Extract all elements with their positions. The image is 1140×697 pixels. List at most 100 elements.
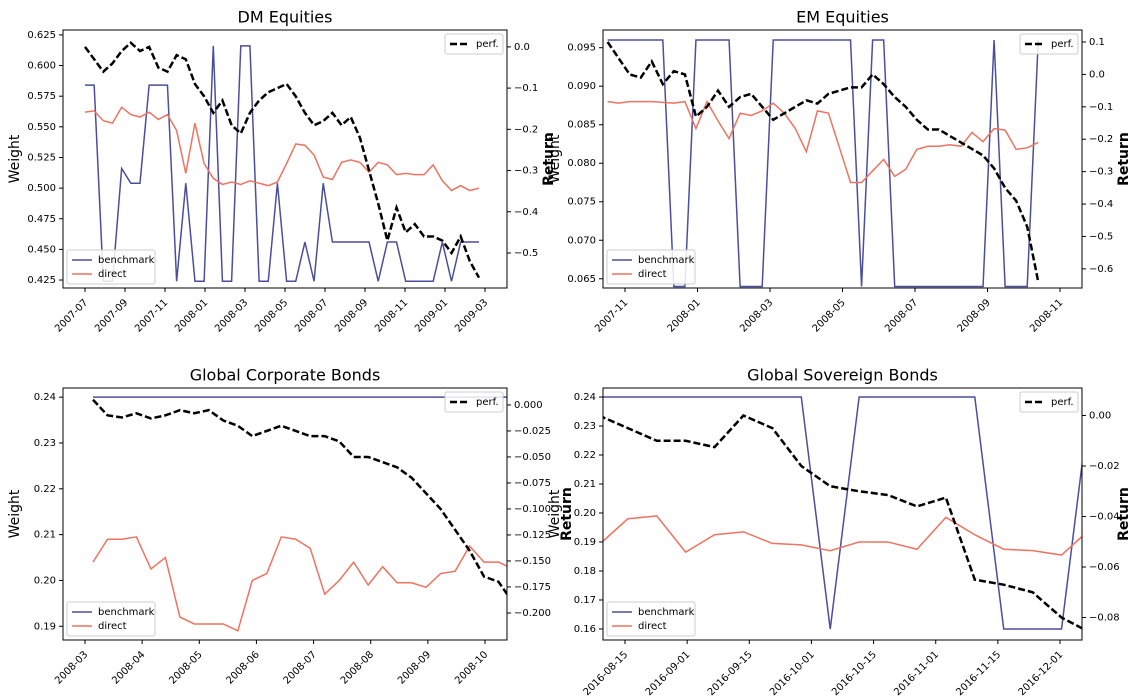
x-tick-label: 2008-11 — [373, 297, 410, 334]
x-tick-label: 2016-11-15 — [954, 649, 1003, 697]
y2-axis-label: Return — [559, 487, 575, 541]
legend-label: benchmark — [638, 607, 695, 618]
y2-tick-label: −0.06 — [1089, 562, 1120, 573]
y2-tick-label: 0.000 — [514, 400, 543, 411]
y-tick-label: 0.24 — [34, 392, 56, 403]
series-line — [607, 99, 1039, 184]
y2-tick-label: −0.150 — [514, 556, 551, 567]
y-tick-label: 0.625 — [27, 30, 56, 41]
y-tick-label: 0.21 — [574, 479, 596, 490]
y-tick-label: 0.22 — [574, 450, 596, 461]
legend-box — [606, 601, 696, 637]
y-tick-label: 0.17 — [574, 595, 596, 606]
y-tick-label: 0.065 — [567, 274, 596, 285]
y2-tick-label: −0.5 — [1089, 231, 1113, 242]
y-tick-label: 0.600 — [27, 61, 56, 72]
x-tick-label: 2016-09-15 — [706, 649, 755, 697]
series-line — [83, 41, 481, 279]
y-tick-label: 0.475 — [27, 214, 56, 225]
x-tick-label: 2008-07 — [883, 297, 920, 334]
legend-label: perf. — [476, 397, 499, 408]
y2-tick-label: −0.3 — [1089, 167, 1113, 178]
x-tick-label: 2016-10-01 — [768, 649, 817, 697]
legend-label: benchmark — [98, 255, 155, 266]
x-tick-label: 2008-10 — [453, 649, 490, 686]
series-line — [92, 536, 507, 632]
y2-tick-label: −0.125 — [514, 530, 551, 541]
x-tick-label: 2016-11-01 — [892, 649, 941, 697]
y-tick-label: 0.23 — [574, 421, 596, 432]
legend-box — [444, 33, 504, 55]
y-axis-label: Weight — [547, 134, 563, 183]
y-tick-label: 0.18 — [574, 566, 596, 577]
y2-tick-label: −0.2 — [1089, 134, 1113, 145]
x-tick-label: 2008-05 — [167, 649, 204, 686]
y2-tick-label: −0.6 — [1089, 264, 1113, 275]
y-tick-label: 0.090 — [567, 81, 596, 92]
x-tick-label: 2008-03 — [213, 297, 250, 334]
y-tick-label: 0.24 — [574, 392, 596, 403]
y2-axis-label: Return — [541, 132, 557, 186]
x-tick-label: 2008-05 — [253, 297, 290, 334]
x-tick-label: 2008-09 — [333, 297, 370, 334]
y-tick-label: 0.550 — [27, 122, 56, 133]
x-tick-label: 2008-06 — [225, 649, 262, 686]
x-tick-label: 2009-01 — [413, 297, 450, 334]
y2-tick-label: −0.4 — [1089, 199, 1113, 210]
y-tick-label: 0.19 — [34, 621, 56, 632]
series-line — [84, 106, 480, 192]
legend-label: direct — [98, 621, 127, 632]
y2-tick-label: 0.1 — [1089, 37, 1105, 48]
legend-label: direct — [638, 621, 667, 632]
y2-tick-label: 0.00 — [1089, 411, 1111, 422]
y-tick-label: 0.16 — [574, 624, 596, 635]
y-tick-label: 0.575 — [27, 91, 56, 102]
legend-label: perf. — [1051, 397, 1074, 408]
y2-tick-label: −0.3 — [514, 166, 538, 177]
y-tick-label: 0.23 — [34, 438, 56, 449]
series-line — [85, 45, 479, 283]
y-tick-label: 0.070 — [567, 235, 596, 246]
y-tick-label: 0.20 — [34, 575, 56, 586]
legend-label: direct — [98, 269, 127, 280]
x-tick-label: 2007-09 — [93, 297, 130, 334]
legend-label: perf. — [1051, 39, 1074, 50]
y2-tick-label: −0.050 — [514, 452, 551, 463]
y2-tick-label: −0.02 — [1089, 461, 1120, 472]
y2-tick-label: 0.0 — [514, 42, 530, 53]
x-tick-label: 2016-09-01 — [644, 649, 693, 697]
series-line — [92, 398, 507, 597]
x-tick-label: 2008-07 — [293, 297, 330, 334]
y2-tick-label: −0.1 — [1089, 102, 1113, 113]
x-tick-label: 2008-03 — [738, 297, 775, 334]
y2-tick-label: −0.025 — [514, 426, 551, 437]
y-tick-label: 0.525 — [27, 152, 56, 163]
legend-box — [1019, 391, 1079, 413]
x-tick-label: 2016-12-01 — [1017, 649, 1066, 697]
y-tick-label: 0.085 — [567, 120, 596, 131]
series-line — [603, 515, 1082, 556]
chart-title: EM Equities — [796, 8, 889, 27]
legend-box — [66, 601, 156, 637]
y-tick-label: 0.095 — [567, 43, 596, 54]
y-axis-label: Weight — [7, 134, 23, 183]
x-tick-label: 2008-09 — [396, 649, 433, 686]
legend-label: benchmark — [638, 255, 695, 266]
y-tick-label: 0.500 — [27, 183, 56, 194]
y-axis-label: Weight — [7, 489, 23, 538]
x-tick-label: 2008-04 — [110, 649, 147, 686]
chart-title: Global Corporate Bonds — [190, 366, 381, 385]
legend-box — [606, 249, 696, 285]
chart-title: DM Equities — [238, 8, 333, 27]
y2-axis-label: Return — [1116, 487, 1132, 541]
y-tick-label: 0.19 — [574, 537, 596, 548]
y-tick-label: 0.450 — [27, 244, 56, 255]
legend-label: perf. — [476, 39, 499, 50]
x-tick-label: 2008-05 — [811, 297, 848, 334]
legend-label: direct — [638, 269, 667, 280]
x-tick-label: 2016-10-15 — [830, 649, 879, 697]
legend-box — [444, 391, 504, 413]
chart-title: Global Sovereign Bonds — [747, 366, 938, 385]
y-tick-label: 0.080 — [567, 158, 596, 169]
y2-tick-label: −0.1 — [514, 83, 538, 94]
